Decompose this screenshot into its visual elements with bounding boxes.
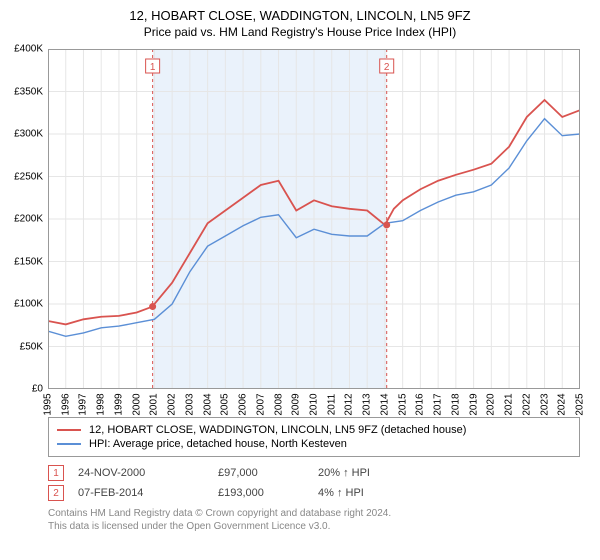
x-tick-label: 1995 bbox=[43, 393, 54, 415]
y-tick-label: £350K bbox=[14, 86, 43, 97]
x-tick-label: 2013 bbox=[362, 393, 373, 415]
y-tick-label: £250K bbox=[14, 171, 43, 182]
legend-label: HPI: Average price, detached house, Nort… bbox=[89, 438, 347, 450]
sale-price: £193,000 bbox=[218, 487, 318, 499]
footer-attribution: Contains HM Land Registry data © Crown c… bbox=[48, 507, 580, 533]
x-tick-label: 2016 bbox=[415, 393, 426, 415]
x-tick-label: 2002 bbox=[167, 393, 178, 415]
x-tick-label: 2005 bbox=[220, 393, 231, 415]
x-tick-label: 2020 bbox=[486, 393, 497, 415]
y-tick-label: £200K bbox=[14, 214, 43, 225]
sale-pct: 20% ↑ HPI bbox=[318, 467, 428, 479]
page-subtitle: Price paid vs. HM Land Registry's House … bbox=[0, 25, 600, 39]
x-tick-label: 1996 bbox=[60, 393, 71, 415]
page-title: 12, HOBART CLOSE, WADDINGTON, LINCOLN, L… bbox=[0, 8, 600, 23]
legend-row: 12, HOBART CLOSE, WADDINGTON, LINCOLN, L… bbox=[57, 424, 571, 436]
x-tick-label: 1998 bbox=[96, 393, 107, 415]
x-tick-label: 2004 bbox=[202, 393, 213, 415]
x-tick-label: 2000 bbox=[131, 393, 142, 415]
x-tick-label: 2007 bbox=[255, 393, 266, 415]
sale-pct: 4% ↑ HPI bbox=[318, 487, 428, 499]
marker-flag-label: 1 bbox=[150, 62, 156, 73]
x-tick-label: 2012 bbox=[344, 393, 355, 415]
chart-plot: 12 bbox=[48, 49, 580, 389]
legend-row: HPI: Average price, detached house, Nort… bbox=[57, 438, 571, 450]
x-tick-label: 2003 bbox=[184, 393, 195, 415]
x-tick-label: 2023 bbox=[539, 393, 550, 415]
y-tick-label: £150K bbox=[14, 256, 43, 267]
footer-line-1: Contains HM Land Registry data © Crown c… bbox=[48, 507, 580, 520]
x-tick-label: 2021 bbox=[504, 393, 515, 415]
legend-label: 12, HOBART CLOSE, WADDINGTON, LINCOLN, L… bbox=[89, 424, 466, 436]
marker-flag-label: 2 bbox=[384, 62, 390, 73]
legend-swatch bbox=[57, 429, 81, 431]
x-tick-label: 2019 bbox=[468, 393, 479, 415]
x-tick-label: 2024 bbox=[557, 393, 568, 415]
y-tick-label: £400K bbox=[14, 44, 43, 55]
sale-row: 2 07-FEB-2014£193,0004% ↑ HPI bbox=[48, 485, 580, 501]
sale-id-box: 1 bbox=[48, 465, 64, 481]
footer-line-2: This data is licensed under the Open Gov… bbox=[48, 520, 580, 533]
x-tick-label: 1997 bbox=[78, 393, 89, 415]
sale-row: 1 24-NOV-2000£97,00020% ↑ HPI bbox=[48, 465, 580, 481]
legend-swatch bbox=[57, 443, 81, 445]
x-tick-label: 2008 bbox=[273, 393, 284, 415]
sale-price: £97,000 bbox=[218, 467, 318, 479]
x-tick-label: 2009 bbox=[291, 393, 302, 415]
chart-area: 12 £0£50K£100K£150K£200K£250K£300K£350K£… bbox=[48, 49, 580, 409]
y-tick-label: £300K bbox=[14, 129, 43, 140]
x-tick-label: 2011 bbox=[326, 394, 337, 416]
x-tick-label: 2025 bbox=[575, 393, 586, 415]
x-tick-label: 2015 bbox=[397, 393, 408, 415]
y-tick-label: £100K bbox=[14, 299, 43, 310]
x-tick-label: 2006 bbox=[238, 393, 249, 415]
title-block: 12, HOBART CLOSE, WADDINGTON, LINCOLN, L… bbox=[0, 0, 600, 39]
y-tick-label: £0 bbox=[32, 384, 43, 395]
sale-date: 24-NOV-2000 bbox=[78, 467, 218, 479]
x-tick-label: 2022 bbox=[521, 393, 532, 415]
sale-marker-dot bbox=[149, 303, 156, 310]
y-tick-label: £50K bbox=[20, 341, 43, 352]
sale-id-box: 2 bbox=[48, 485, 64, 501]
sale-date: 07-FEB-2014 bbox=[78, 487, 218, 499]
x-tick-label: 2001 bbox=[149, 393, 160, 415]
x-tick-label: 2017 bbox=[433, 393, 444, 415]
sale-marker-dot bbox=[383, 221, 390, 228]
legend: 12, HOBART CLOSE, WADDINGTON, LINCOLN, L… bbox=[48, 417, 580, 457]
sales-table: 1 24-NOV-2000£97,00020% ↑ HPI 2 07-FEB-2014… bbox=[48, 465, 580, 501]
x-tick-label: 1999 bbox=[113, 393, 124, 415]
x-tick-label: 2010 bbox=[309, 393, 320, 415]
x-tick-label: 2018 bbox=[450, 393, 461, 415]
x-tick-label: 2014 bbox=[379, 393, 390, 415]
